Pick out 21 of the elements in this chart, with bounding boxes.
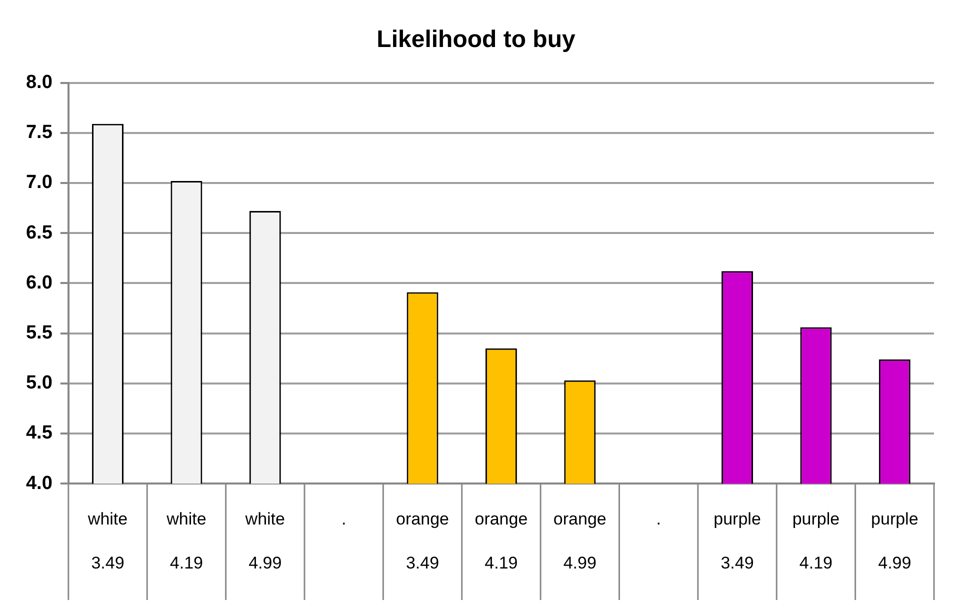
category-label: purple 4.19 [792, 509, 840, 573]
y-tick-label: 8.0 [26, 72, 52, 94]
y-tick-label: 5.0 [26, 372, 52, 394]
category-label: orange 4.99 [553, 509, 606, 573]
category-label: white 4.99 [245, 509, 285, 573]
y-tick-label: 7.5 [26, 122, 53, 144]
y-tick-label: 6.5 [26, 222, 53, 244]
x-tick-label: . [341, 509, 346, 528]
category-label: purple 3.49 [714, 509, 761, 573]
y-tick-label: 4.5 [26, 422, 53, 444]
x-tick-label: . [656, 509, 661, 528]
category-label: orange 4.19 [474, 509, 528, 573]
y-tick-label: 5.5 [26, 322, 53, 344]
y-tick-label: 6.0 [26, 272, 52, 294]
y-tick-label: 4.0 [26, 472, 52, 494]
y-tick-label: 7.0 [26, 172, 52, 194]
category-label: white 4.19 [166, 509, 206, 573]
chart-title: Likelihood to buy [376, 26, 576, 54]
category-label: white 3.49 [88, 509, 128, 573]
category-label: purple 4.99 [871, 509, 918, 573]
category-label: orange 3.49 [396, 509, 449, 573]
